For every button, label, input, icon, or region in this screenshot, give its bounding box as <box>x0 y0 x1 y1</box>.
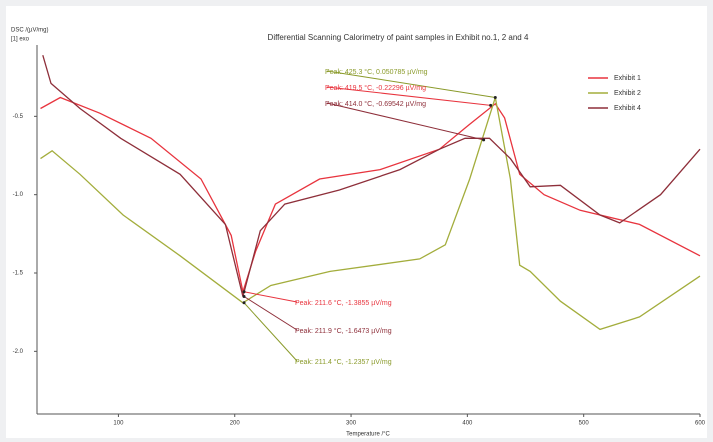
y-tick-label: -1.0 <box>13 192 24 198</box>
annotation-point <box>242 295 246 298</box>
y-tick-label: -1.5 <box>13 271 24 277</box>
annotation-point <box>242 290 246 294</box>
legend-label: Exhibit 2 <box>614 90 641 97</box>
annotation-point <box>242 301 246 305</box>
annotation-point <box>482 138 486 142</box>
annotation-label: Peak: 211.4 °C, -1.2357 µV/mg <box>295 358 392 366</box>
annotation-leader <box>326 102 484 141</box>
legend-label: Exhibit 4 <box>614 105 641 112</box>
annotation-label: Peak: 425.3 °C, 0.050785 µV/mg <box>325 68 428 76</box>
x-tick-label: 500 <box>579 421 590 427</box>
x-tick-label: 200 <box>230 421 241 427</box>
annotation-label: Peak: 419.5 °C, -0.22296 µV/mg <box>325 84 426 92</box>
y-tick-label: -0.5 <box>13 114 24 120</box>
annotation-leader <box>326 70 496 99</box>
annotation-leader <box>243 302 298 362</box>
legend-label: Exhibit 1 <box>614 75 641 82</box>
series-line <box>40 96 701 295</box>
x-tick-label: 300 <box>346 421 357 427</box>
y-tick-label: -2.0 <box>13 349 24 355</box>
x-tick-label: 600 <box>695 421 706 427</box>
annotation-label: Peak: 211.6 °C, -1.3855 µV/mg <box>295 299 392 307</box>
series-line <box>40 97 701 331</box>
series-line <box>42 55 701 297</box>
x-tick-label: 100 <box>113 421 124 427</box>
x-axis-label: Temperature /°C <box>346 432 390 438</box>
chart-title: Differential Scanning Calorimetry of pai… <box>268 33 529 42</box>
annotation-leader <box>243 291 298 303</box>
y-axis-label: DSC /(µV/mg) <box>11 28 48 34</box>
annotation-leader <box>326 86 491 106</box>
annotation-label: Peak: 211.9 °C, -1.6473 µV/mg <box>295 327 392 335</box>
annotation-point <box>493 96 497 100</box>
annotation-leader <box>243 296 298 331</box>
x-tick-label: 400 <box>462 421 473 427</box>
annotation-point <box>489 103 493 107</box>
annotation-label: Peak: 414.0 °C, -0.69542 µV/mg <box>325 100 426 108</box>
y-axis-note: [1] exo <box>11 37 30 43</box>
